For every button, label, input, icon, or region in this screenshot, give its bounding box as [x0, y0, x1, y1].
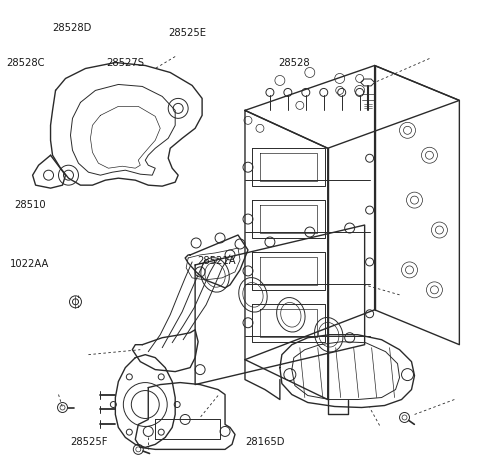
Text: 28510: 28510	[14, 200, 46, 210]
Text: 28527S: 28527S	[106, 59, 144, 69]
Text: 28521A: 28521A	[197, 256, 236, 266]
Text: 28528D: 28528D	[52, 23, 92, 33]
Text: 28165D: 28165D	[245, 437, 284, 447]
Text: 28525E: 28525E	[168, 28, 206, 38]
Text: 28525F: 28525F	[70, 437, 108, 447]
Text: 28528: 28528	[278, 59, 310, 69]
Text: 28528C: 28528C	[6, 59, 45, 69]
Text: 1022AA: 1022AA	[10, 259, 49, 269]
